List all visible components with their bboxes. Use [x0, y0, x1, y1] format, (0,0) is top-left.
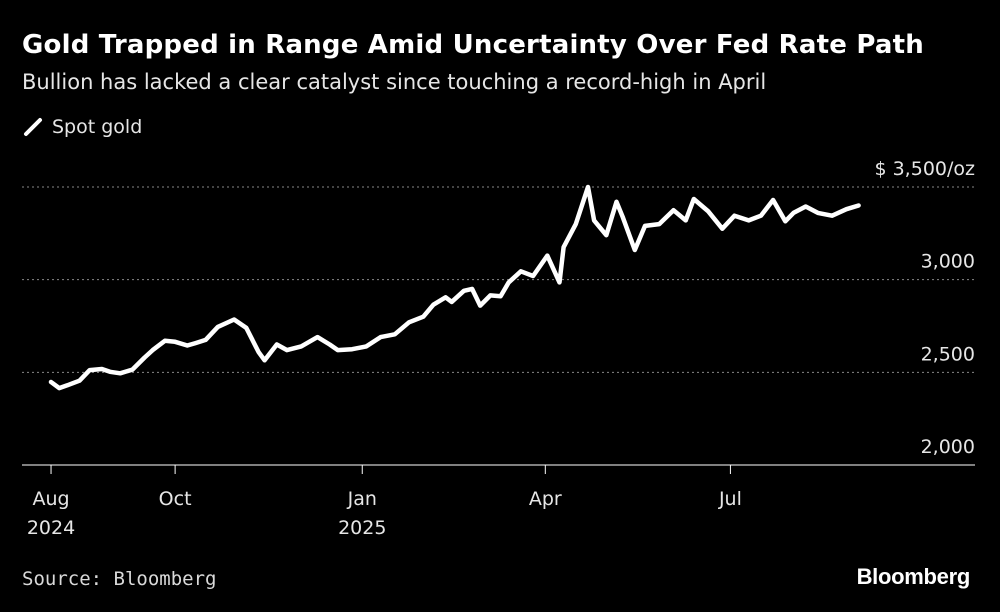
- x-tick-label: Aug: [32, 488, 69, 510]
- x-tick-label: Jul: [718, 488, 742, 510]
- x-tick-label: Jan: [347, 488, 377, 510]
- brand-logo: Bloomberg: [856, 564, 971, 589]
- x-tick-label: Oct: [159, 488, 192, 510]
- source-note: Source: Bloomberg: [22, 568, 217, 590]
- x-tick-year-label: 2025: [338, 517, 386, 539]
- y-tick-labels: 2,000 2,500 3,000 $ 3,500/oz: [874, 158, 975, 458]
- gridlines: [22, 186, 975, 373]
- chart-subtitle: Bullion has lacked a clear catalyst sinc…: [22, 70, 767, 94]
- y-tick-label: 2,000: [921, 436, 975, 458]
- y-tick-label: $ 3,500/oz: [874, 158, 975, 180]
- legend: Spot gold: [22, 116, 142, 138]
- chart-title: Gold Trapped in Range Amid Uncertainty O…: [22, 30, 924, 60]
- series-line-spot-gold: [48, 184, 861, 391]
- x-ticks: Aug 2024 Oct Jan 2025 Apr Jul: [27, 465, 742, 539]
- legend-label: Spot gold: [52, 116, 143, 138]
- x-tick-label: Apr: [529, 488, 562, 510]
- legend-line-icon: [24, 118, 42, 136]
- y-tick-label: 3,000: [921, 251, 975, 273]
- y-tick-label: 2,500: [921, 343, 975, 365]
- x-tick-year-label: 2024: [27, 517, 75, 539]
